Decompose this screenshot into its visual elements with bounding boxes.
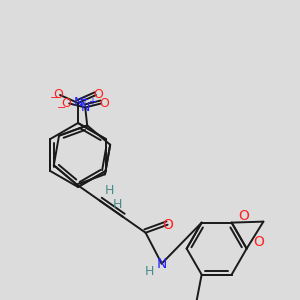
Text: −: − [56, 103, 66, 113]
Text: O: O [53, 88, 63, 101]
Text: N: N [73, 97, 83, 110]
Text: O: O [253, 235, 264, 249]
Text: O: O [99, 97, 109, 110]
Text: O: O [93, 88, 103, 101]
Text: O: O [61, 97, 71, 110]
Text: H: H [145, 265, 154, 278]
Text: N: N [80, 101, 90, 114]
Text: H: H [105, 184, 114, 197]
Text: +: + [88, 98, 96, 107]
Text: H: H [113, 198, 122, 211]
Text: −: − [50, 93, 60, 103]
Text: O: O [162, 218, 173, 232]
Text: +: + [80, 95, 88, 105]
Text: N: N [157, 256, 167, 271]
Text: O: O [238, 208, 249, 223]
